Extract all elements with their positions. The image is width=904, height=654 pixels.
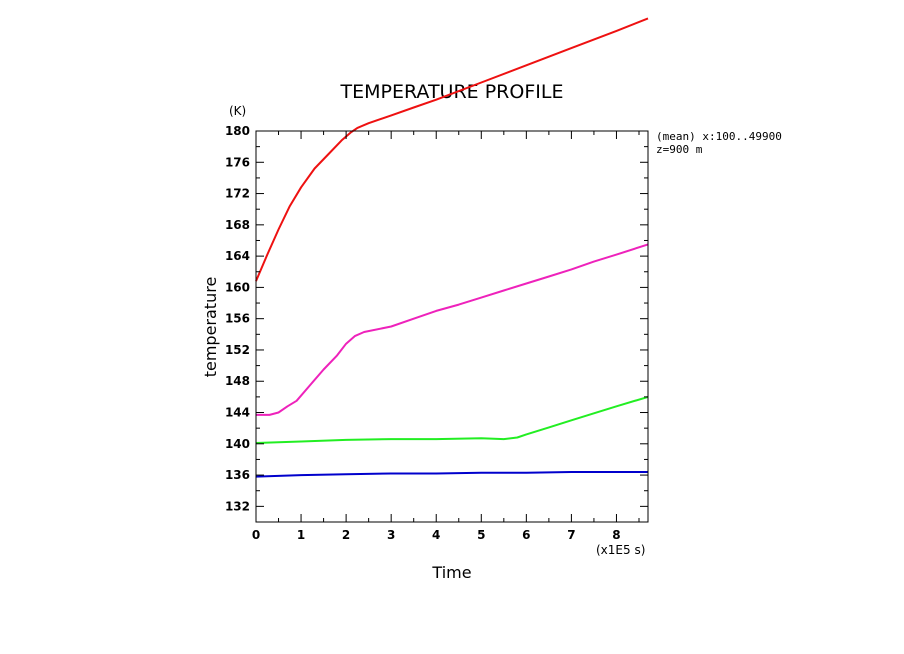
series-line-green — [255, 395, 649, 444]
x-tick-label: 4 — [432, 528, 440, 542]
y-tick-label: 168 — [225, 218, 250, 232]
y-tick-label: 152 — [225, 343, 250, 357]
y-tick-label: 156 — [225, 312, 250, 326]
x-tick-label: 7 — [567, 528, 575, 542]
ticks-layer: 0 1 2 3 4 5 6 7 8 132 136 140 144 148 152 156 160 164 168 1… — [225, 124, 648, 542]
x-scale-note: (x1E5 s) — [596, 543, 645, 557]
annotation-line-2: z=900 m — [656, 143, 703, 156]
series-layer — [255, 17, 649, 478]
x-tick-label: 2 — [342, 528, 350, 542]
y-tick-label: 148 — [225, 374, 250, 388]
y-unit-label: (K) — [229, 104, 246, 118]
y-tick-label: 140 — [225, 437, 250, 451]
y-tick-label: 164 — [225, 249, 250, 263]
y-tick-label: 180 — [225, 124, 250, 138]
plot-frame — [255, 130, 649, 523]
x-tick-label: 6 — [522, 528, 530, 542]
y-tick-label: 132 — [225, 499, 250, 513]
annotation-line-1: (mean) x:100..49900 — [656, 130, 782, 143]
x-tick-label: 8 — [612, 528, 620, 542]
y-tick-label: 176 — [225, 155, 250, 169]
x-axis-label: Time — [431, 563, 471, 582]
y-tick-label: 136 — [225, 468, 250, 482]
y-tick-label: 172 — [225, 187, 250, 201]
x-tick-label: 5 — [477, 528, 485, 542]
x-tick-label: 1 — [297, 528, 305, 542]
series-line-blue — [255, 471, 648, 478]
x-tick-label: 0 — [252, 528, 260, 542]
y-tick-label: 160 — [225, 280, 250, 294]
x-tick-label: 3 — [387, 528, 395, 542]
y-axis-label: temperature — [201, 277, 220, 378]
series-line-red — [255, 17, 649, 282]
y-tick-label: 144 — [225, 406, 250, 420]
series-line-magenta — [256, 243, 649, 416]
chart-title: TEMPERATURE PROFILE — [340, 81, 564, 103]
